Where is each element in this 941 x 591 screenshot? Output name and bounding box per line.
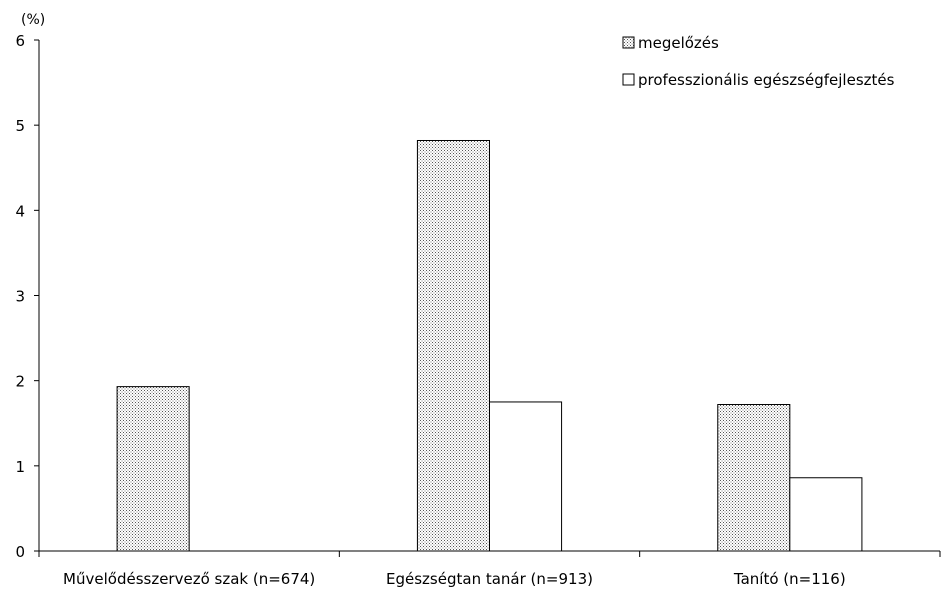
x-axis: Művelődésszervező szak (n=674) Egészségta…	[38, 550, 941, 588]
bar-megelozes-1	[416, 139, 491, 552]
bar-professzionalis-1	[489, 401, 563, 552]
category-label: Tanító (n=116)	[733, 570, 846, 588]
category-label: Egészségtan tanár (n=913)	[386, 570, 593, 588]
y-tick-label: 0	[15, 543, 25, 561]
y-tick-label: 6	[15, 32, 25, 50]
legend: megelőzés professzionális egészségfejlesz…	[622, 34, 895, 89]
y-tick-label: 5	[15, 117, 25, 135]
bar-megelozes-0	[116, 386, 190, 552]
y-tick-label: 2	[15, 373, 25, 391]
y-ticks: 0 1 2 3 4 5 6	[15, 32, 39, 561]
y-tick-label: 3	[15, 288, 25, 306]
y-axis: 0 1 2 3 4 5 6 (%)	[15, 12, 45, 561]
y-axis-unit-label: (%)	[21, 12, 45, 28]
category-labels: Művelődésszervező szak (n=674) Egészségta…	[63, 570, 846, 588]
legend-swatch	[622, 73, 635, 86]
bars	[116, 139, 863, 552]
bar-megelozes-2	[717, 404, 791, 552]
y-tick-label: 4	[15, 202, 25, 220]
category-label: Művelődésszervező szak (n=674)	[63, 570, 315, 588]
legend-label: professzionális egészségfejlesztés	[638, 71, 895, 89]
bar-professzionalis-2	[789, 477, 863, 552]
legend-label: megelőzés	[638, 34, 719, 52]
legend-swatch	[622, 36, 635, 49]
y-tick-label: 1	[15, 458, 25, 476]
x-ticks	[38, 551, 941, 557]
